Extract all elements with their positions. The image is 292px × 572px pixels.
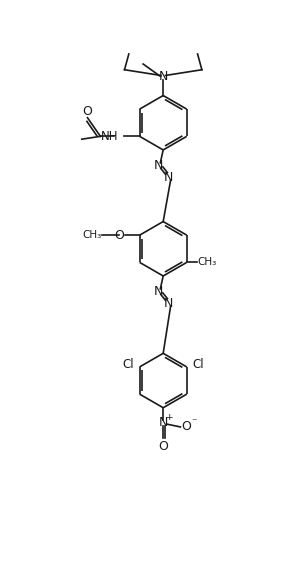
Text: N: N	[164, 297, 173, 309]
Text: N: N	[153, 159, 163, 172]
Text: +: +	[165, 413, 172, 422]
Text: O: O	[158, 440, 168, 453]
Text: N: N	[159, 70, 168, 83]
Text: N: N	[153, 285, 163, 298]
Text: NH: NH	[101, 130, 119, 143]
Text: O: O	[114, 229, 124, 241]
Text: O: O	[83, 105, 93, 118]
Text: O: O	[181, 420, 191, 434]
Text: N: N	[164, 170, 173, 184]
Text: CH₃: CH₃	[83, 229, 102, 240]
Text: ⁻: ⁻	[191, 418, 197, 428]
Text: Cl: Cl	[123, 358, 134, 371]
Text: CH₃: CH₃	[198, 257, 217, 267]
Text: Cl: Cl	[192, 358, 204, 371]
Text: N: N	[159, 416, 168, 429]
